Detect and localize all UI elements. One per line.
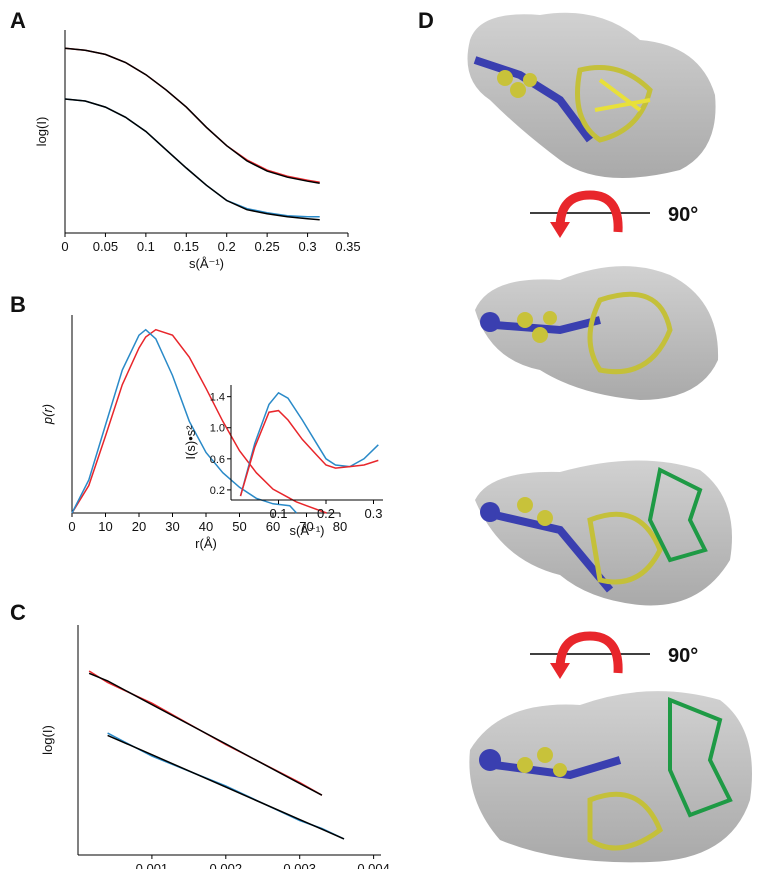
structure-1 <box>467 12 716 179</box>
rotation-arrow-1 <box>530 190 650 238</box>
series-line <box>64 98 320 221</box>
panel-label: C <box>10 600 26 625</box>
rotation-arrow-2 <box>530 631 650 679</box>
x-tick-label: 0.2 <box>218 239 236 254</box>
series-line <box>71 328 298 514</box>
series-line <box>88 672 323 796</box>
x-tick-label: 0.001 <box>136 861 169 869</box>
rotation-label: 90° <box>668 645 698 667</box>
x-tick-label: 10 <box>98 519 112 534</box>
x-tick-label: 0.2 <box>317 506 335 521</box>
x-tick-label: 0.15 <box>174 239 199 254</box>
y-axis-label: I(s)•s² <box>183 425 198 460</box>
x-tick-label: 80 <box>333 519 347 534</box>
x-tick-label: 0 <box>68 519 75 534</box>
rotation-label: 90° <box>668 204 698 226</box>
y-axis-label: log(I) <box>40 725 55 755</box>
x-axis-label: s(Å⁻¹) <box>189 256 224 271</box>
series-line <box>64 98 320 218</box>
series-line <box>64 47 320 184</box>
panel-label: A <box>10 8 26 33</box>
x-tick-label: 40 <box>199 519 213 534</box>
panel-d-images <box>467 12 752 863</box>
x-tick-label: 0.3 <box>364 506 382 521</box>
y-tick-label: 0.6 <box>210 454 225 466</box>
y-tick-label: 0.2 <box>210 485 225 497</box>
y-axis-label: p(r) <box>40 404 55 425</box>
structure-4 <box>469 691 752 863</box>
x-axis-label: r(Å) <box>195 536 217 551</box>
x-tick-label: 0.004 <box>357 861 390 869</box>
panel-label: B <box>10 292 26 317</box>
y-tick-label: 1.4 <box>210 392 225 404</box>
x-tick-label: 30 <box>165 519 179 534</box>
x-tick-label: 0.1 <box>269 506 287 521</box>
x-tick-label: 0.003 <box>283 861 316 869</box>
x-tick-label: 0.3 <box>299 239 317 254</box>
x-tick-label: 50 <box>232 519 246 534</box>
series-line <box>239 391 379 497</box>
x-tick-label: 0.1 <box>137 239 155 254</box>
y-axis-label: log(I) <box>34 117 49 147</box>
x-tick-label: 0.002 <box>210 861 243 869</box>
x-tick-label: 70 <box>299 519 313 534</box>
x-tick-label: 0 <box>61 239 68 254</box>
series-line <box>71 328 327 514</box>
x-tick-label: 0.25 <box>254 239 279 254</box>
x-tick-label: 0.35 <box>335 239 360 254</box>
x-tick-label: 20 <box>132 519 146 534</box>
x-axis-label: s(Å⁻¹) <box>289 523 324 538</box>
series-line <box>239 409 379 497</box>
panel-label: D <box>418 8 434 33</box>
x-tick-label: 0.05 <box>93 239 118 254</box>
x-tick-label: 60 <box>266 519 280 534</box>
series-line <box>107 734 345 840</box>
series-line <box>64 47 320 185</box>
structure-2 <box>475 266 719 400</box>
structure-3 <box>475 460 732 606</box>
y-tick-label: 1.0 <box>210 423 225 435</box>
